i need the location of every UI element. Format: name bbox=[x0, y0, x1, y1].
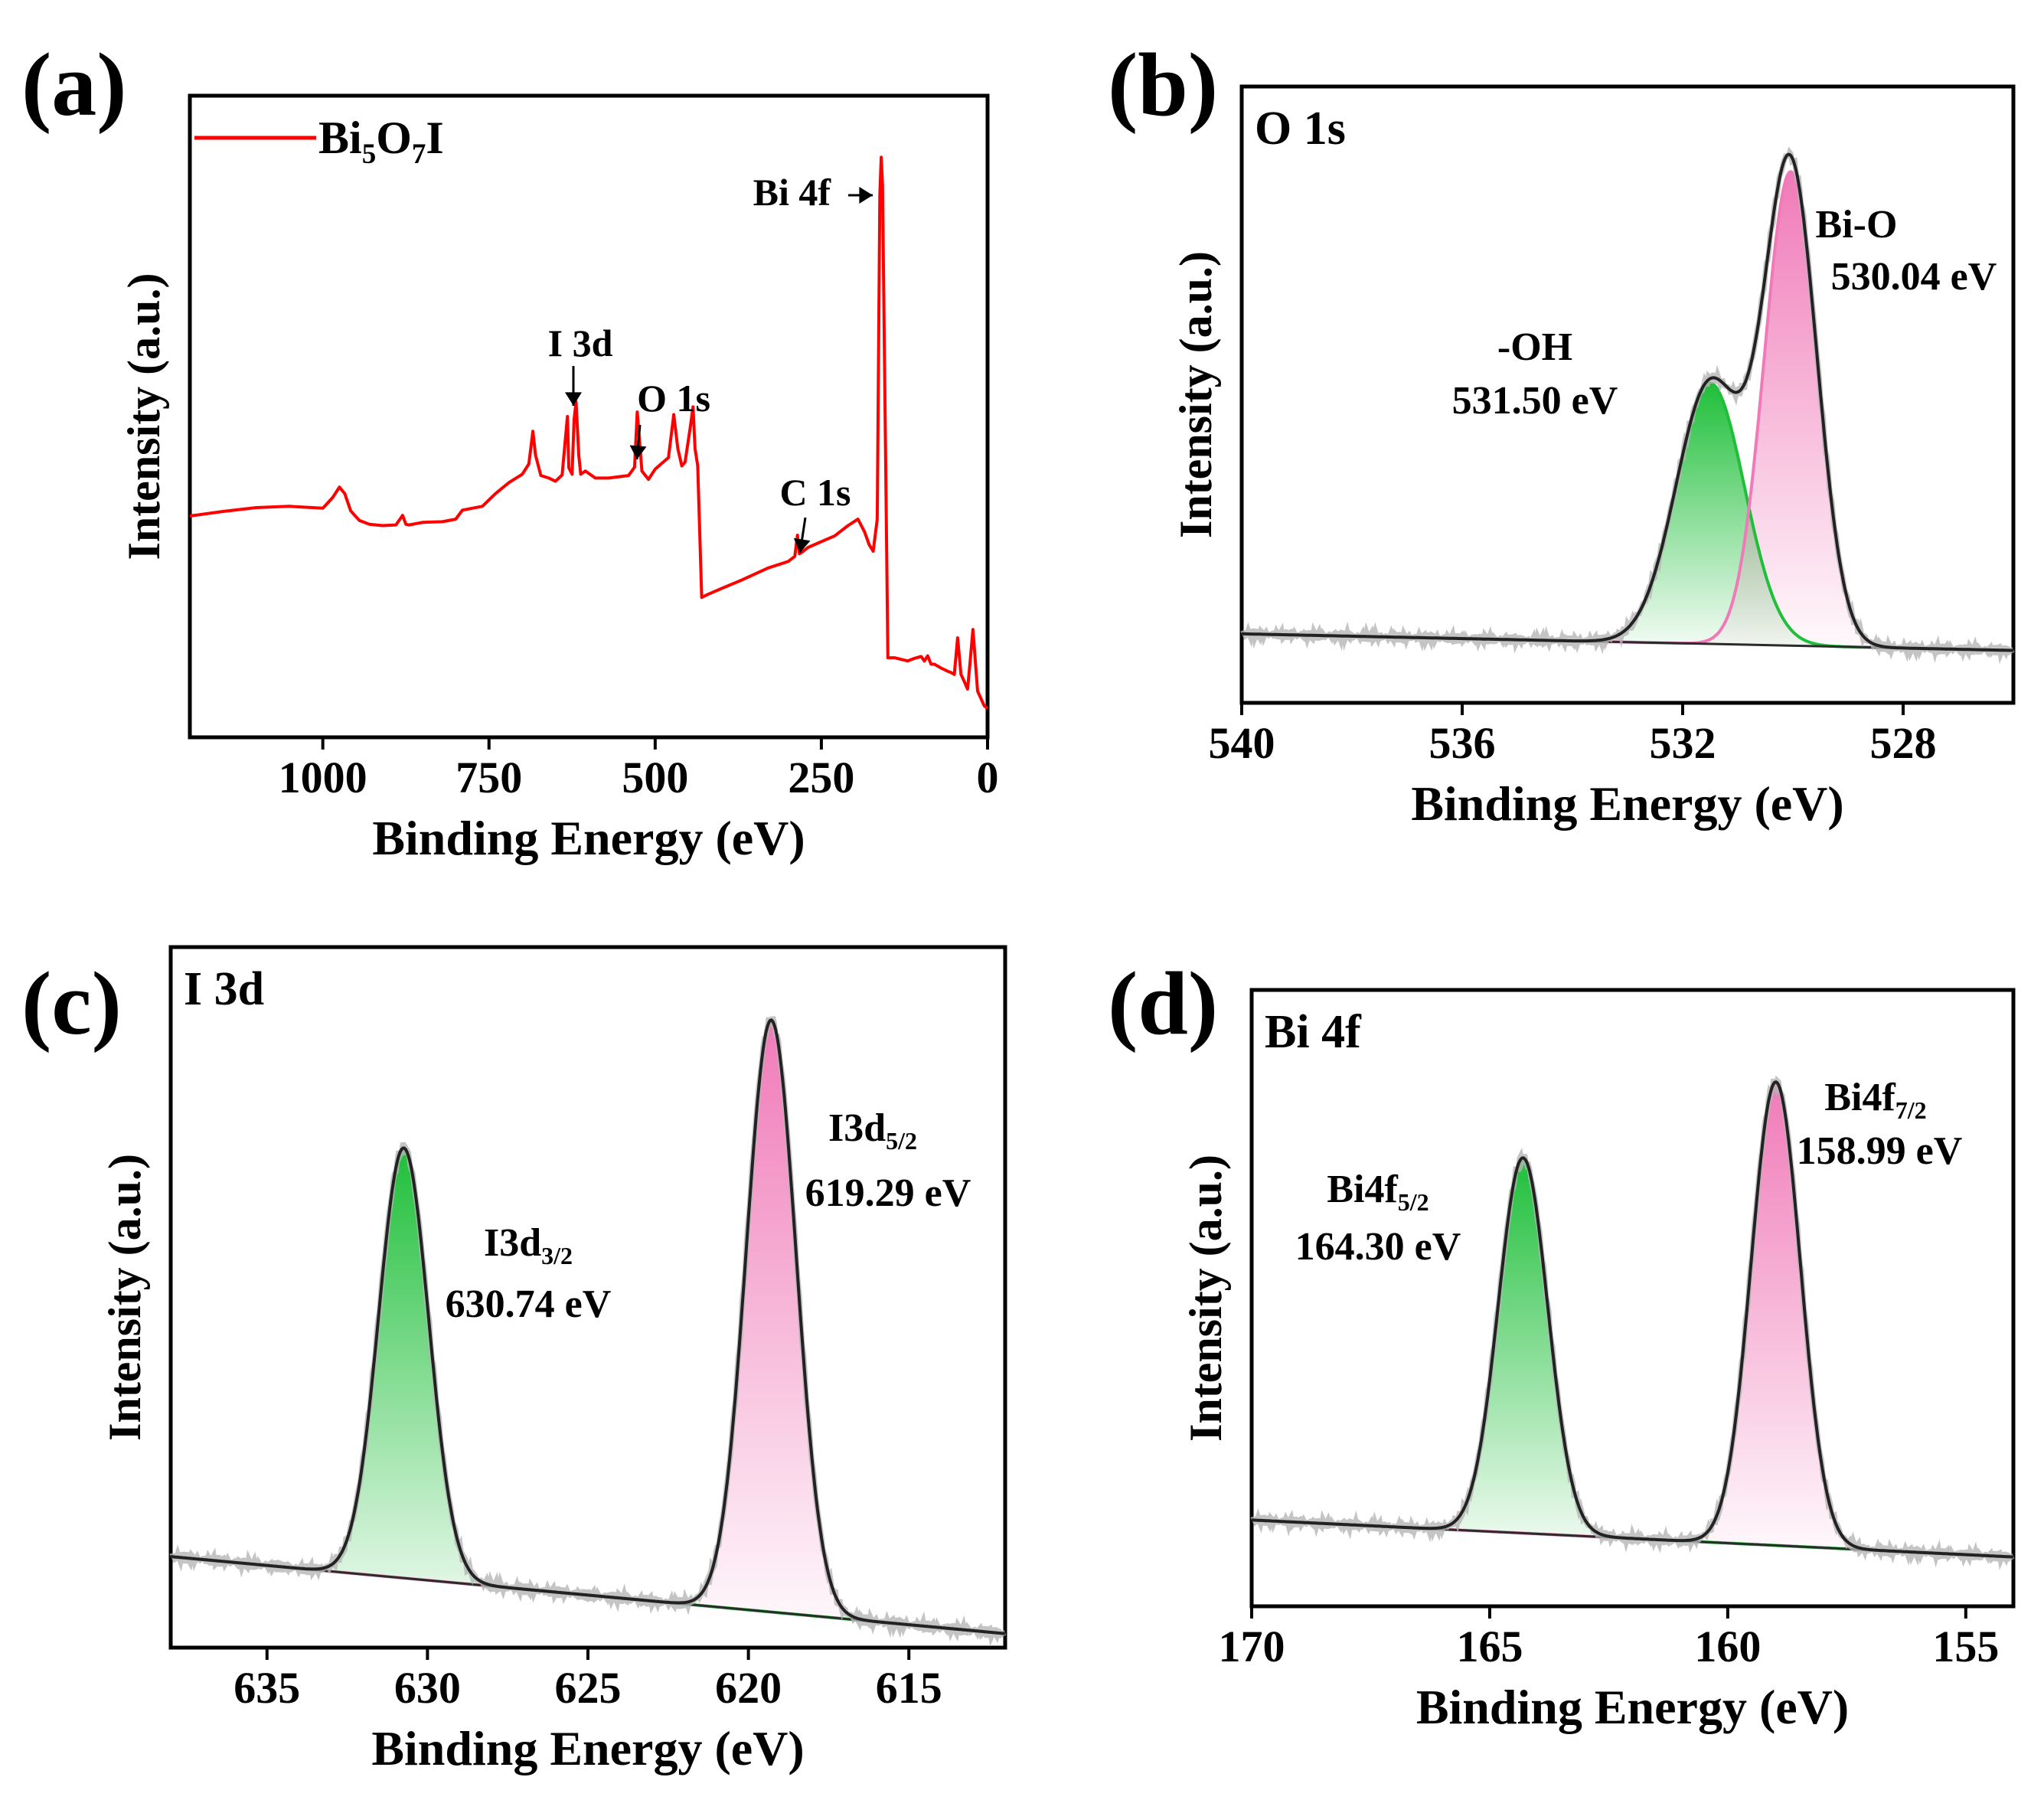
panel-letter: (d) bbox=[1108, 953, 1218, 1054]
axes-frame bbox=[1249, 988, 2016, 1609]
subscript-text: 5 bbox=[362, 139, 377, 170]
raw-data-points bbox=[169, 1016, 1007, 1647]
legend-label: Bi5O7I bbox=[318, 113, 444, 170]
base-text: Bi4f bbox=[1327, 1168, 1398, 1211]
peak-component-line bbox=[1251, 1156, 2014, 1559]
x-tick-label: 250 bbox=[788, 753, 854, 802]
subscript-text: 7 bbox=[412, 139, 426, 170]
legend: Bi5O7I bbox=[194, 113, 444, 170]
x-tick-label: 0 bbox=[977, 753, 999, 802]
peak-fill-area bbox=[1242, 383, 2013, 651]
x-tick-label: 536 bbox=[1429, 718, 1496, 768]
panel-c: (c) 635 630 625 620 615 Binding Energy (eV) Int… bbox=[21, 945, 1007, 1775]
panel-a: (a) 1000 750 500 250 0 Binding Energy (eV) Inte… bbox=[21, 34, 999, 865]
peak-fill-area bbox=[1252, 1158, 2013, 1557]
x-axis-label: Binding Energy (eV) bbox=[1411, 776, 1843, 831]
subscript-text: 7/2 bbox=[1895, 1096, 1927, 1124]
raw-data-points bbox=[1240, 146, 2015, 665]
peak-annotation-label: O 1s bbox=[637, 377, 710, 420]
x-tick-label: 1000 bbox=[279, 753, 367, 802]
x-axis-label: Binding Energy (eV) bbox=[1416, 1680, 1849, 1734]
peak-energy-label: 158.99 eV bbox=[1797, 1129, 1963, 1173]
panel-d: (d) 170 165 160 155 Binding Energy (eV) Intens… bbox=[1108, 953, 2016, 1734]
x-tick-label: 750 bbox=[455, 753, 522, 802]
peak-label: I3d3/2 bbox=[484, 1221, 573, 1269]
fit-envelope-line bbox=[170, 1018, 1006, 1635]
peak-energy-label: 531.50 eV bbox=[1452, 379, 1618, 423]
y-axis-label: Intensity (a.u.) bbox=[100, 1154, 150, 1441]
peak-energy-label: 164.30 eV bbox=[1295, 1225, 1461, 1269]
x-tick-label: 528 bbox=[1870, 718, 1937, 768]
x-tick-label: 630 bbox=[394, 1663, 461, 1713]
peak-energy-label: 530.04 eV bbox=[1831, 255, 1997, 299]
peak-annotation-label: I 3d bbox=[548, 322, 613, 364]
annotation-arrowhead bbox=[629, 445, 647, 459]
panel-title: O 1s bbox=[1255, 103, 1346, 155]
x-tick-label: 500 bbox=[622, 753, 688, 802]
peak-fill-area bbox=[1242, 172, 2013, 651]
x-tick-label: 625 bbox=[555, 1663, 622, 1713]
peak-label: Bi4f5/2 bbox=[1327, 1168, 1429, 1216]
base-text: O bbox=[376, 113, 412, 163]
base-text: I3d bbox=[828, 1106, 886, 1150]
y-axis-label: Intensity (a.u.) bbox=[1180, 1155, 1231, 1442]
x-tick-label: 620 bbox=[715, 1663, 782, 1713]
x-axis-label: Binding Energy (eV) bbox=[372, 811, 805, 865]
peak-energy-label: 619.29 eV bbox=[805, 1171, 971, 1215]
annotation-arrowhead bbox=[565, 392, 582, 406]
peak-label: Bi-O bbox=[1816, 203, 1898, 247]
annotation-arrowhead bbox=[859, 187, 873, 204]
peak-fill-area bbox=[171, 1148, 1005, 1634]
x-tick-label: 170 bbox=[1219, 1622, 1285, 1671]
fit-envelope-line bbox=[1251, 1080, 2014, 1559]
peak-component-line bbox=[1241, 381, 2014, 652]
peak-label: -OH bbox=[1497, 325, 1572, 369]
panel-letter: (a) bbox=[21, 34, 127, 135]
base-text: I3d bbox=[484, 1221, 541, 1265]
subscript-text: 3/2 bbox=[541, 1242, 573, 1269]
x-tick-label: 615 bbox=[876, 1663, 942, 1713]
peak-component-line bbox=[1241, 170, 2014, 652]
axes-frame bbox=[188, 93, 990, 740]
peak-energy-label: 630.74 eV bbox=[446, 1282, 612, 1326]
panel-b: (b) 540 536 532 528 Binding Energy (eV) Intens… bbox=[1108, 34, 2016, 831]
base-text: Bi bbox=[318, 113, 362, 163]
peak-fill-area bbox=[171, 1020, 1005, 1634]
x-tick-label: 635 bbox=[233, 1663, 300, 1713]
base-text: Bi4f bbox=[1824, 1076, 1895, 1119]
peak-component-line bbox=[170, 1146, 1006, 1635]
panel-title: Bi 4f bbox=[1265, 1006, 1362, 1058]
fit-envelope-line bbox=[1241, 152, 2014, 652]
x-tick-label: 160 bbox=[1694, 1622, 1761, 1671]
axes-frame bbox=[1239, 84, 2016, 705]
x-tick-label: 155 bbox=[1932, 1622, 1999, 1671]
base-text: I bbox=[426, 113, 443, 163]
panel-letter: (b) bbox=[1108, 34, 1218, 135]
subscript-text: 5/2 bbox=[1398, 1188, 1429, 1216]
y-axis-label: Intensity (a.u.) bbox=[119, 273, 169, 560]
y-axis-label: Intensity (a.u.) bbox=[1171, 251, 1221, 538]
peak-annotation-label: Bi 4f bbox=[753, 171, 832, 214]
panel-title: I 3d bbox=[184, 963, 264, 1015]
annotation-arrowhead bbox=[793, 537, 811, 553]
raw-data-points bbox=[1250, 1075, 2015, 1570]
x-tick-label: 540 bbox=[1209, 718, 1275, 768]
subscript-text: 5/2 bbox=[886, 1127, 917, 1155]
x-tick-label: 165 bbox=[1456, 1622, 1523, 1671]
peak-label: I3d5/2 bbox=[828, 1106, 917, 1155]
peak-label: Bi4f7/2 bbox=[1824, 1076, 1926, 1124]
peak-annotation-label: C 1s bbox=[779, 471, 851, 514]
panel-letter: (c) bbox=[21, 953, 122, 1054]
x-tick-label: 532 bbox=[1650, 718, 1716, 768]
x-axis-label: Binding Energy (eV) bbox=[371, 1721, 804, 1775]
survey-spectrum-line bbox=[189, 155, 989, 710]
